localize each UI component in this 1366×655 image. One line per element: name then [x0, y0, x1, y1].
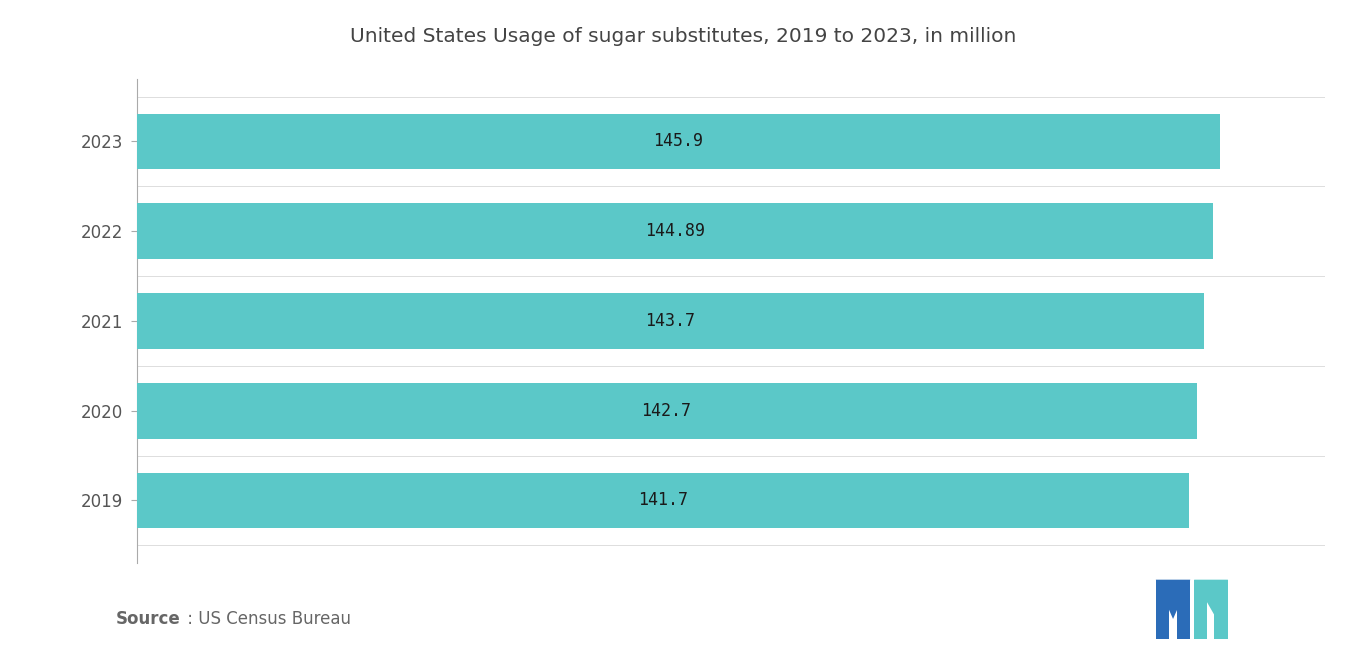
Polygon shape — [1156, 580, 1169, 639]
Text: 144.89: 144.89 — [645, 222, 705, 240]
Polygon shape — [1194, 580, 1208, 639]
Text: 141.7: 141.7 — [638, 491, 688, 510]
Text: Source: Source — [116, 610, 180, 628]
Bar — [137, 473, 1188, 529]
Text: 142.7: 142.7 — [642, 402, 691, 420]
Bar — [137, 383, 1197, 439]
Polygon shape — [1156, 580, 1190, 619]
Bar — [137, 203, 1213, 259]
Polygon shape — [1214, 580, 1228, 639]
Text: 143.7: 143.7 — [645, 312, 695, 330]
Bar — [137, 293, 1203, 348]
Text: 145.9: 145.9 — [653, 132, 703, 151]
Text: : US Census Bureau: : US Census Bureau — [182, 610, 351, 628]
Bar — [137, 113, 1220, 169]
Text: United States Usage of sugar substitutes, 2019 to 2023, in million: United States Usage of sugar substitutes… — [350, 26, 1016, 46]
Polygon shape — [1177, 580, 1190, 639]
Polygon shape — [1194, 580, 1228, 639]
